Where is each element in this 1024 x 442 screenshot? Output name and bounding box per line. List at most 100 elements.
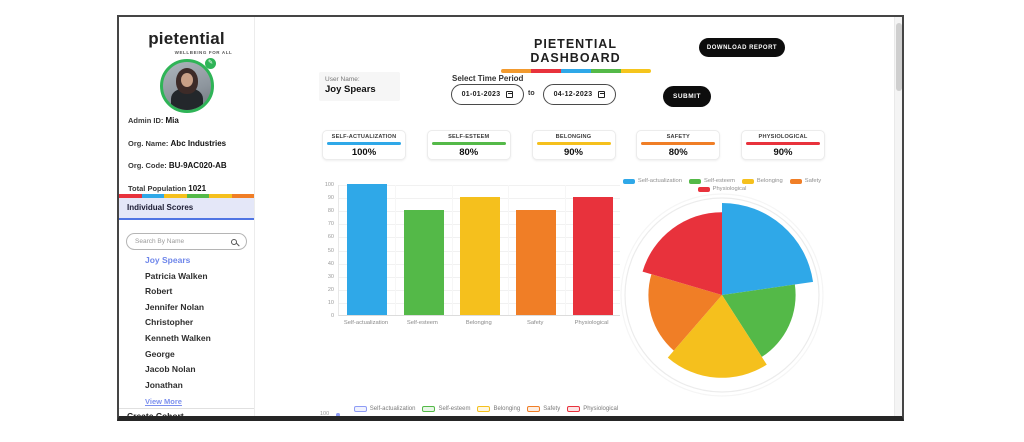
y-axis-tick: 20 xyxy=(327,286,334,293)
pie-slice-self-actualization[interactable] xyxy=(722,203,814,295)
y-axis-tick: 0 xyxy=(330,313,334,319)
pie-slice-safety[interactable] xyxy=(648,274,722,351)
pie-slice-physiological[interactable] xyxy=(642,212,722,295)
legend-item[interactable]: Safety xyxy=(789,178,822,184)
title-block: PIETENTIAL DASHBOARD xyxy=(493,37,658,73)
avatar[interactable]: ✎ xyxy=(160,58,216,113)
list-item[interactable]: George xyxy=(145,348,175,359)
user-name-value: Joy Spears xyxy=(325,84,376,95)
end-date-input[interactable]: 04-12-2023 xyxy=(543,84,616,105)
search-icon xyxy=(231,238,237,245)
org-name-label: Org. Name: xyxy=(128,138,169,148)
scrollbar[interactable] xyxy=(894,17,902,416)
metric-card[interactable]: SELF-ACTUALIZATION 100% xyxy=(322,130,406,160)
bar-safety[interactable] xyxy=(516,210,557,315)
create-cohort-button[interactable]: Create Cohort xyxy=(127,411,184,416)
legend-item[interactable]: Safety xyxy=(527,406,560,412)
list-item[interactable]: Christopher xyxy=(145,317,194,328)
bar-self-actualization[interactable] xyxy=(347,184,388,315)
legend-item[interactable]: Self-actualization xyxy=(622,178,682,184)
legend-item[interactable]: Physiological xyxy=(567,406,618,412)
bar-physiological[interactable] xyxy=(572,197,613,315)
legend-swatch xyxy=(527,406,541,412)
org-code-value: BU-9AC020-AB xyxy=(168,161,227,170)
metric-card[interactable]: PHYSIOLOGICAL 90% xyxy=(741,130,825,160)
search-box[interactable] xyxy=(126,233,247,250)
legend-swatch xyxy=(477,406,491,412)
metric-label: SAFETY xyxy=(666,134,690,140)
legend-item[interactable]: Belonging xyxy=(477,406,520,412)
y-axis-tick: 30 xyxy=(327,273,334,280)
view-more-link[interactable]: View More xyxy=(145,397,182,406)
legend-item[interactable]: Self-esteem xyxy=(688,178,735,184)
title-underline xyxy=(500,69,651,73)
legend-label: Self-actualization xyxy=(637,178,682,184)
legend-label: Safety xyxy=(804,178,822,184)
edit-avatar-icon[interactable]: ✎ xyxy=(205,58,216,69)
metric-value: 90% xyxy=(563,147,583,159)
legend-label: Self-esteem xyxy=(438,406,471,412)
scores-pie-chart xyxy=(620,193,824,397)
org-name-value: Abc Industries xyxy=(170,138,227,148)
user-name-label: User Name: xyxy=(325,76,360,83)
pie-slice-belonging[interactable] xyxy=(667,295,767,378)
line-chart-legend: Self-actualization Self-esteem Belonging Sa… xyxy=(316,406,656,412)
y-axis-tick: 50 xyxy=(327,247,334,254)
individual-scores-label: Individual Scores xyxy=(127,203,194,212)
bar-self-esteem[interactable] xyxy=(403,210,444,315)
list-item[interactable]: Jennifer Nolan xyxy=(145,301,205,312)
download-report-button[interactable]: DOWNLOAD REPORT xyxy=(699,38,785,57)
y-axis-tick: 70 xyxy=(327,221,334,228)
list-item[interactable]: Jonathan xyxy=(145,379,183,390)
list-item[interactable]: Joy Spears xyxy=(145,255,191,265)
list-item[interactable]: Kenneth Walken xyxy=(145,332,211,343)
metric-card[interactable]: SAFETY 80% xyxy=(636,130,721,160)
list-item[interactable]: Robert xyxy=(145,286,173,297)
avatar-photo xyxy=(160,59,214,113)
legend-swatch xyxy=(697,186,710,192)
metric-label: PHYSIOLOGICAL xyxy=(758,134,808,140)
x-axis-label: Physiological xyxy=(574,320,609,326)
metric-value: 80% xyxy=(668,147,688,159)
pie-slice-self-esteem[interactable] xyxy=(722,284,796,357)
admin-id-label: Admin ID: xyxy=(128,116,164,125)
legend-label: Belonging xyxy=(493,406,521,412)
y-axis-tick: 10 xyxy=(327,299,334,306)
admin-id-row: Admin ID: Mia xyxy=(128,116,248,125)
total-population-label: Total Population xyxy=(128,183,187,193)
org-code-label: Org. Code: xyxy=(128,161,167,170)
y-axis-tick: 90 xyxy=(327,195,334,202)
y-axis-tick: 100 xyxy=(324,182,334,188)
legend-item[interactable]: Self-esteem xyxy=(422,406,470,412)
list-item[interactable]: Jacob Nolan xyxy=(145,364,196,375)
metric-color-line xyxy=(327,142,401,145)
calendar-icon[interactable] xyxy=(598,91,606,98)
metric-value: 90% xyxy=(773,147,793,159)
legend-item[interactable]: Self-actualization xyxy=(353,406,415,412)
start-date-input[interactable]: 01-01-2023 xyxy=(451,84,524,105)
bar-belonging[interactable] xyxy=(460,197,500,315)
scrollbar-thumb[interactable] xyxy=(896,23,902,91)
y-axis-tick: 80 xyxy=(327,208,334,215)
sidebar: pietential WELLBEING FOR ALL ✎ Admin ID:… xyxy=(119,17,255,416)
brand-color-stripe xyxy=(119,194,254,198)
metric-color-line xyxy=(536,142,611,145)
list-item[interactable]: Patricia Walken xyxy=(145,270,208,281)
metric-label: BELONGING xyxy=(555,134,592,140)
metric-color-line xyxy=(641,142,716,145)
individual-scores-header: Individual Scores xyxy=(119,198,254,220)
legend-item[interactable]: Belonging xyxy=(741,178,783,184)
submit-button[interactable]: SUBMIT xyxy=(663,86,711,107)
logo-tagline: WELLBEING FOR ALL xyxy=(174,50,233,55)
metric-card[interactable]: SELF-ESTEEM 80% xyxy=(426,130,511,160)
page-title: PIETENTIAL DASHBOARD xyxy=(530,37,621,65)
metric-label: SELF-ACTUALIZATION xyxy=(331,134,397,140)
legend-swatch xyxy=(622,178,635,184)
calendar-icon[interactable] xyxy=(506,91,514,98)
metric-card[interactable]: BELONGING 90% xyxy=(531,130,616,160)
to-label: to xyxy=(528,90,535,97)
legend-swatch xyxy=(741,178,754,184)
legend-label: Physiological xyxy=(583,406,619,412)
legend-item[interactable]: Physiological xyxy=(697,186,746,192)
search-input[interactable] xyxy=(127,238,223,245)
